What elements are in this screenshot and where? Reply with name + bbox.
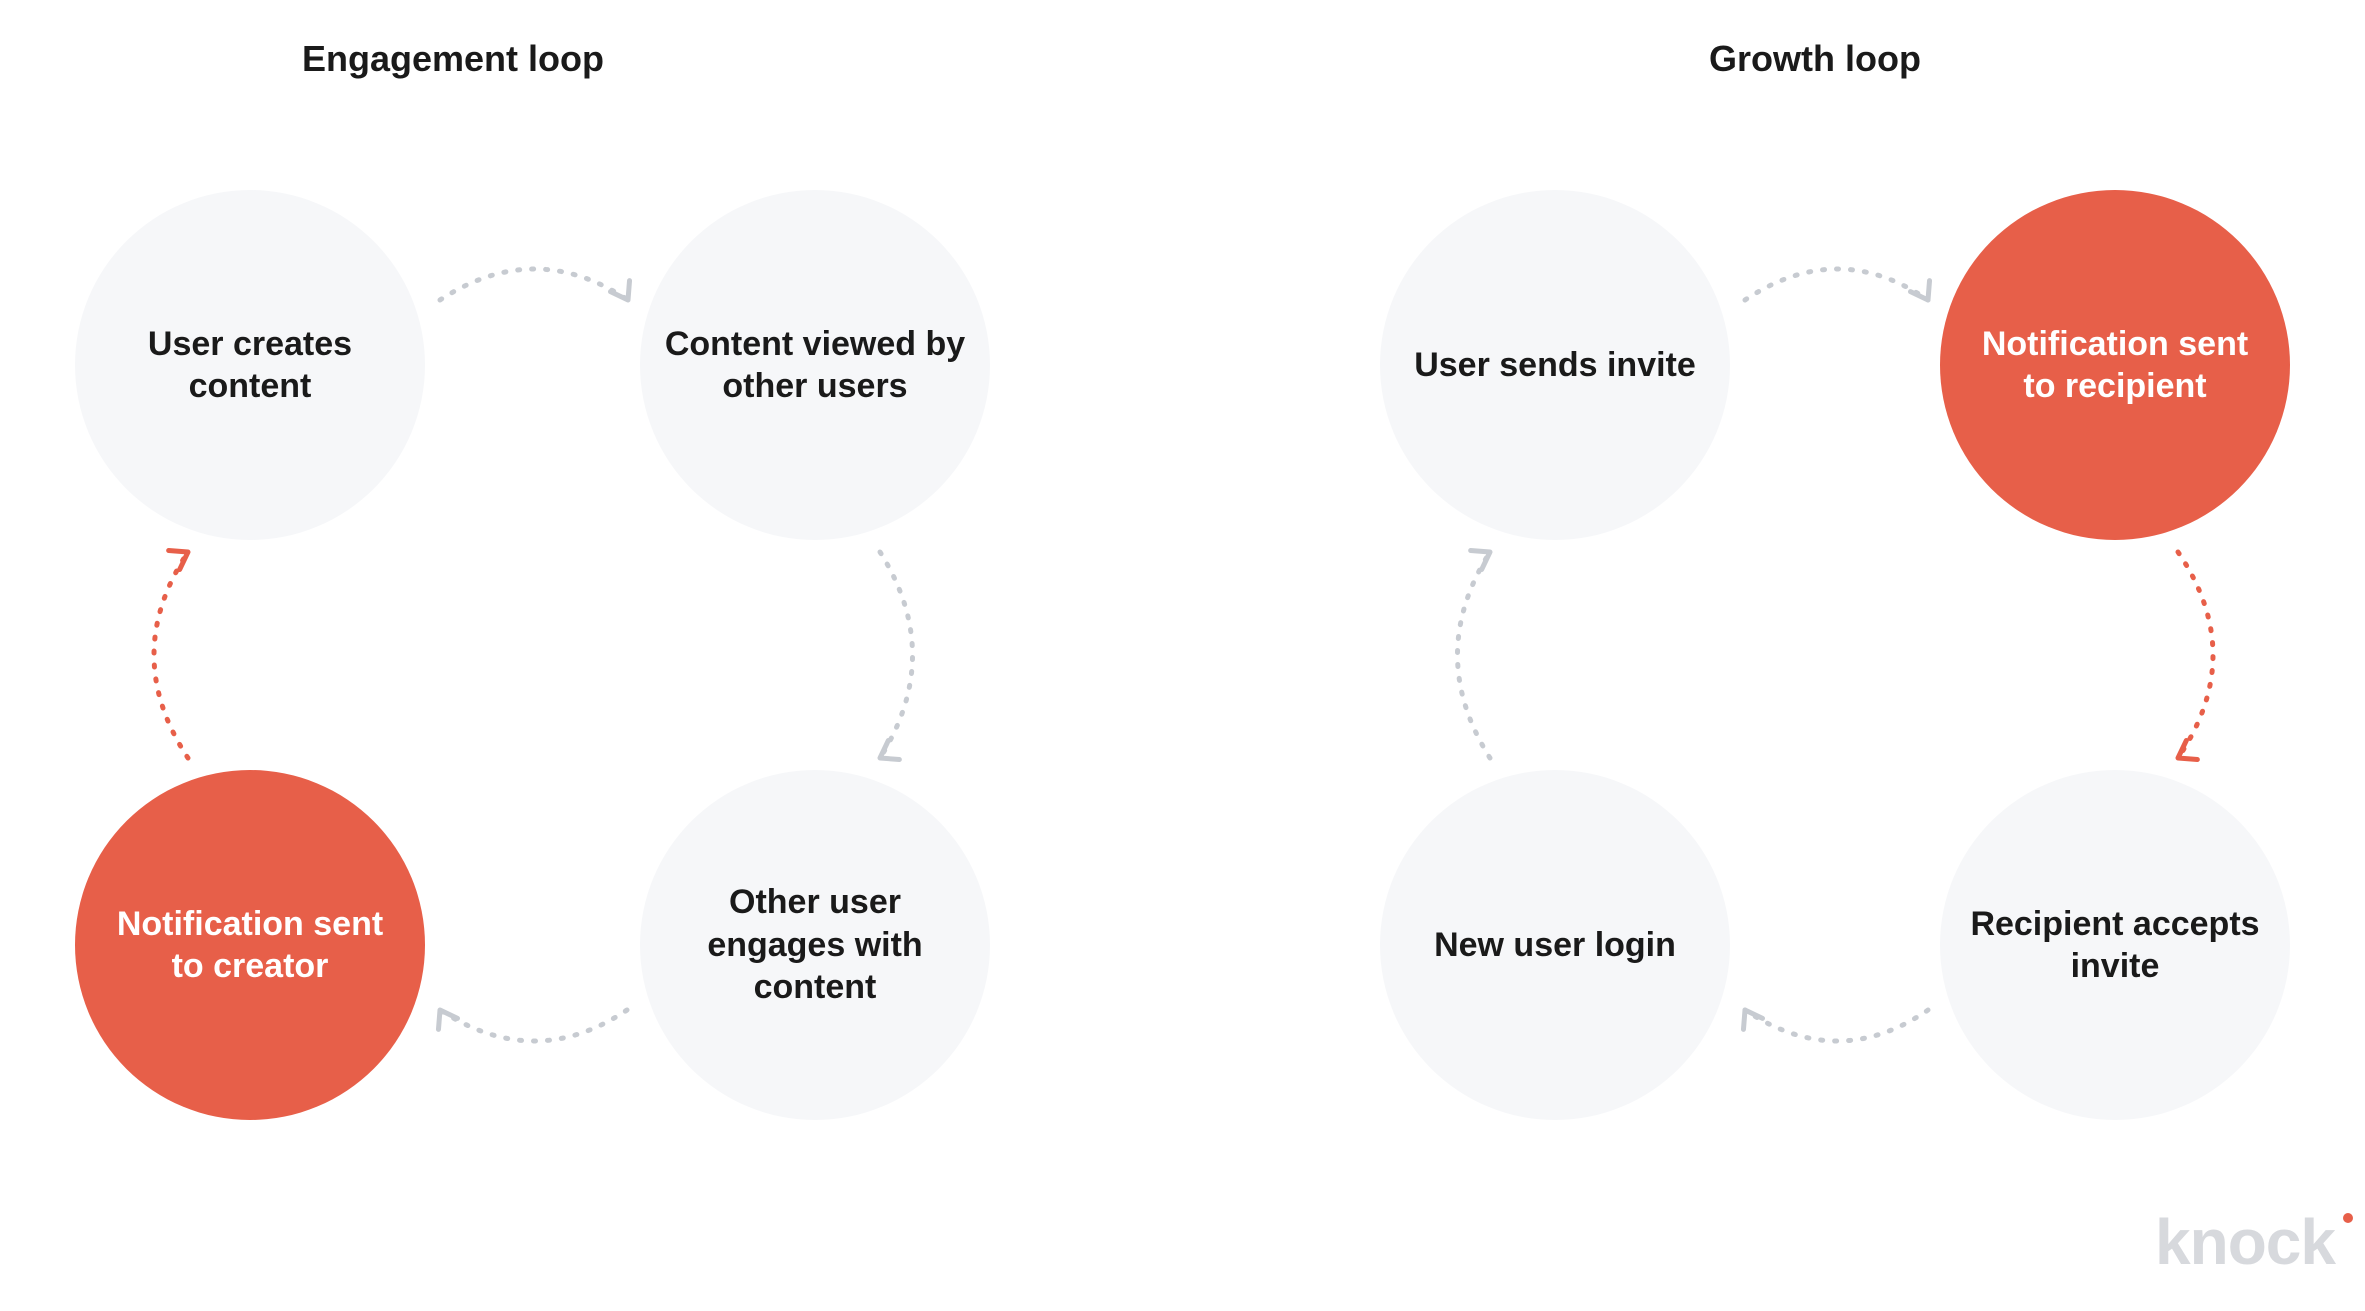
arrowhead-a-eng-4-1 (169, 542, 194, 569)
arrowhead-a-gro-2-3 (2173, 740, 2198, 767)
diagram-canvas: knock Engagement loop Growth loop User cre… (0, 0, 2365, 1311)
node-label: Other user engages with content (664, 881, 966, 1009)
arrow-a-gro-1-2 (1745, 269, 1928, 300)
arrow-layer (0, 0, 2365, 1311)
node-label: Notification sent to recipient (1964, 323, 2266, 408)
arrowhead-a-eng-1-2 (610, 281, 637, 306)
node-label: Content viewed by other users (664, 323, 966, 408)
arrowhead-a-gro-4-1 (1471, 542, 1496, 569)
logo-text: knock (2155, 1206, 2335, 1278)
arrow-a-gro-2-3 (2178, 552, 2213, 758)
node-gro-4: New user login (1380, 770, 1730, 1120)
node-label: New user login (1434, 924, 1676, 967)
title-growth: Growth loop (1709, 38, 1921, 80)
node-gro-1: User sends invite (1380, 190, 1730, 540)
arrow-a-gro-3-4 (1745, 1010, 1928, 1041)
node-eng-1: User creates content (75, 190, 425, 540)
title-engagement: Engagement loop (302, 38, 604, 80)
node-label: Notification sent to creator (99, 903, 401, 988)
node-label: User sends invite (1414, 344, 1696, 387)
arrowhead-a-eng-2-3 (875, 740, 900, 767)
arrow-a-gro-4-1 (1458, 552, 1491, 758)
node-label: User creates content (99, 323, 401, 408)
arrowhead-a-eng-3-4 (430, 1005, 457, 1030)
node-gro-2: Notification sent to recipient (1940, 190, 2290, 540)
node-eng-2: Content viewed by other users (640, 190, 990, 540)
logo-dot-icon (2343, 1213, 2353, 1223)
arrow-a-eng-4-1 (154, 552, 188, 758)
node-label: Recipient accepts invite (1964, 903, 2266, 988)
arrow-a-eng-3-4 (440, 1010, 627, 1041)
node-eng-3: Other user engages with content (640, 770, 990, 1120)
node-gro-3: Recipient accepts invite (1940, 770, 2290, 1120)
logo-knock: knock (2155, 1205, 2335, 1279)
arrowhead-a-gro-1-2 (1910, 281, 1937, 306)
arrowhead-a-gro-3-4 (1735, 1005, 1762, 1030)
arrow-a-eng-2-3 (880, 552, 913, 758)
node-eng-4: Notification sent to creator (75, 770, 425, 1120)
arrow-a-eng-1-2 (440, 269, 628, 300)
